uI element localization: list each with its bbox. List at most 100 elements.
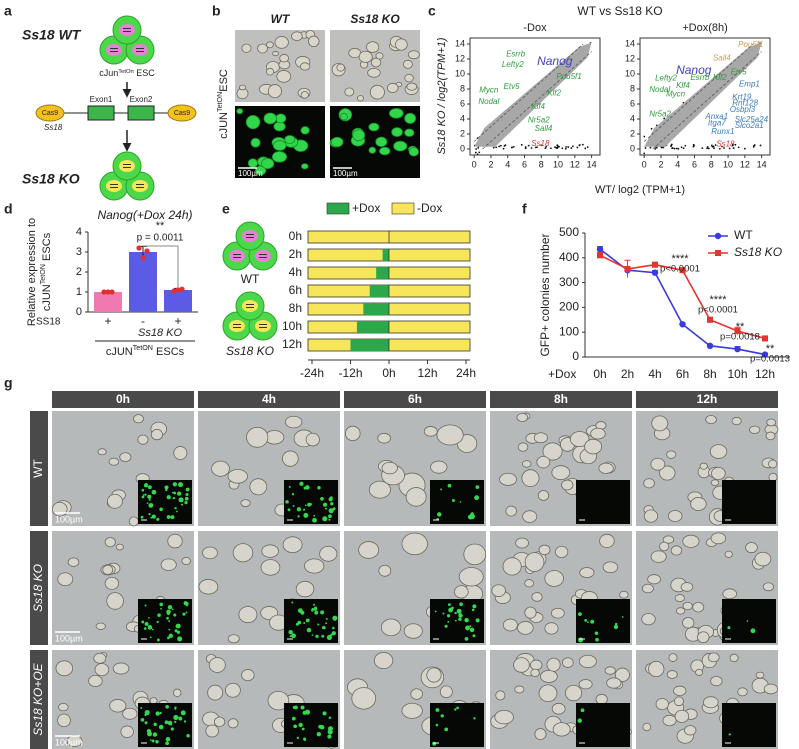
colony xyxy=(405,487,427,507)
gfp-colony xyxy=(332,615,338,621)
column-header xyxy=(490,391,632,408)
scale-label: 100µm xyxy=(238,169,263,178)
colony xyxy=(227,468,248,484)
gfp-colony xyxy=(447,603,451,607)
colony xyxy=(106,493,123,509)
y-tick-label: 0 xyxy=(572,349,579,363)
nucleus xyxy=(242,230,258,242)
gfp-colony xyxy=(173,714,179,721)
colony xyxy=(659,541,670,552)
fluorescence-inset xyxy=(576,480,630,524)
gfp-colony xyxy=(578,637,584,643)
y-tick-label: 2 xyxy=(76,266,82,278)
gene-point xyxy=(732,147,735,149)
gfp-colony xyxy=(327,734,332,739)
gfp-colony xyxy=(300,705,305,710)
nucleus xyxy=(242,300,258,312)
colony xyxy=(173,446,188,460)
legend-label: +Dox xyxy=(352,201,380,215)
gfp-colony xyxy=(317,623,320,626)
significance: **** xyxy=(709,294,727,306)
gene-point xyxy=(570,147,573,149)
cell-line-label: cJunTetOn ESC xyxy=(99,68,155,78)
gfp-colony xyxy=(180,503,183,506)
legend-swatch xyxy=(391,202,415,215)
colony xyxy=(538,544,551,556)
marker xyxy=(707,316,713,323)
gfp-colony xyxy=(475,485,480,489)
row-label: 2h xyxy=(289,247,302,261)
gfp-colony xyxy=(614,622,618,626)
gfp-colony xyxy=(155,711,160,716)
y-tick-label: 1 xyxy=(76,286,82,298)
gfp-colony xyxy=(185,611,188,614)
nucleus xyxy=(119,24,135,36)
gfp-colony xyxy=(311,608,314,612)
colony xyxy=(57,572,74,587)
group-label: Ss18 KO xyxy=(138,327,182,339)
row-header xyxy=(30,411,48,526)
marker xyxy=(679,267,686,274)
y-tick-label: 14 xyxy=(625,38,635,48)
colony xyxy=(261,158,275,170)
colony xyxy=(377,432,391,444)
gene-point xyxy=(558,145,560,148)
gfp-colony xyxy=(147,731,152,737)
gfp-colony xyxy=(144,721,148,725)
gfp-colony xyxy=(168,628,171,631)
colony xyxy=(279,54,290,63)
group-label: WT xyxy=(241,272,260,286)
nucleus xyxy=(132,180,148,192)
gene-label: Klf2 xyxy=(713,73,727,82)
colony xyxy=(502,557,522,576)
gfp-colony xyxy=(168,633,173,638)
colony xyxy=(707,652,720,663)
colony xyxy=(404,112,417,124)
y-axis-title: Ss18 KO / log2(TPM+1) xyxy=(436,37,448,154)
colony xyxy=(666,670,678,679)
significance: ** xyxy=(766,343,775,355)
fluorescence-inset xyxy=(576,599,630,643)
gene-point xyxy=(684,144,687,147)
gfp-colony xyxy=(322,625,326,630)
colony xyxy=(386,82,399,93)
y-tick-label: 6 xyxy=(460,98,465,108)
scale-label: 100µm xyxy=(55,633,83,643)
panel-label: a xyxy=(4,3,12,19)
gfp-colony xyxy=(728,733,731,736)
gene-label: Runx1 xyxy=(711,127,734,136)
significance: ** xyxy=(156,220,165,232)
text-part: cJun xyxy=(99,68,118,78)
gfp-colony xyxy=(328,518,331,521)
colony xyxy=(524,552,545,572)
gfp-colony xyxy=(332,507,336,511)
x-prefix: +Dox xyxy=(548,367,576,381)
gfp-colony xyxy=(159,507,163,512)
marker xyxy=(597,252,603,259)
gfp-colony xyxy=(296,507,302,512)
dox-bar xyxy=(376,267,389,279)
nucleus xyxy=(119,160,135,172)
gfp-colony xyxy=(165,736,171,742)
gfp-colony xyxy=(322,516,328,522)
colony xyxy=(666,450,677,459)
colony xyxy=(505,505,517,517)
y-tick-label: 100 xyxy=(559,324,579,338)
gene-label: Sall4 xyxy=(535,124,553,133)
fluorescence-inset xyxy=(430,480,484,524)
gfp-colony xyxy=(469,625,472,628)
legend-label: WT xyxy=(734,228,753,242)
gfp-colony xyxy=(292,705,296,709)
colony xyxy=(599,533,615,548)
colony xyxy=(606,677,622,689)
colony xyxy=(659,465,676,481)
y-tick-label: 0 xyxy=(76,306,82,318)
gfp-colony xyxy=(464,636,469,641)
colony xyxy=(530,668,540,678)
gfp-colony xyxy=(303,621,306,624)
gfp-colony xyxy=(164,485,169,490)
y-tick-label: 8 xyxy=(630,83,635,93)
gene-label: Etv5 xyxy=(504,82,521,91)
gene-point xyxy=(655,146,658,149)
colony xyxy=(513,657,530,673)
